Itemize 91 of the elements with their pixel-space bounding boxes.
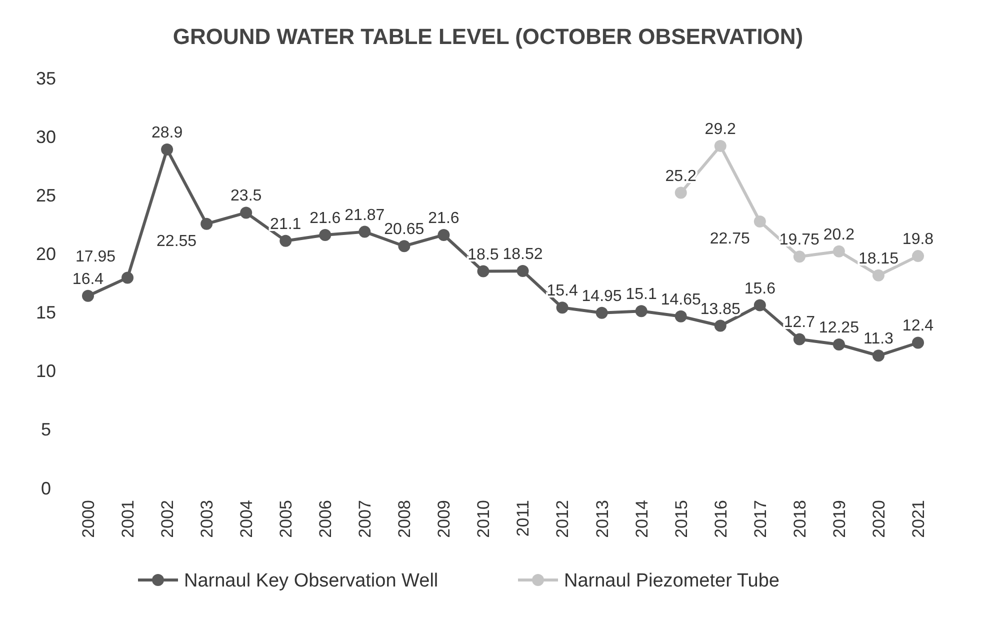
legend-label: Narnaul Piezometer Tube <box>564 570 780 592</box>
point <box>161 143 174 156</box>
x-tick-label: 2020 <box>869 500 888 538</box>
x-tick-label: 2004 <box>237 500 256 538</box>
x-tick-label: 2001 <box>118 500 138 538</box>
x-tick-label: 2019 <box>830 500 849 538</box>
point <box>398 240 410 252</box>
point <box>82 290 94 302</box>
data-label: 23.5 <box>230 188 262 205</box>
data-label: 21.6 <box>428 210 460 227</box>
data-label: 28.9 <box>151 124 183 142</box>
point <box>754 216 766 228</box>
y-tick-label: 35 <box>36 68 56 88</box>
data-label: 18.5 <box>468 246 499 264</box>
point <box>754 299 766 312</box>
point <box>674 310 687 322</box>
point <box>280 234 292 247</box>
x-tick-label: 2000 <box>78 500 98 538</box>
point <box>793 250 806 263</box>
x-tick-label: 2021 <box>908 500 928 538</box>
y-tick-label: 10 <box>36 361 56 382</box>
point <box>438 228 450 241</box>
data-label: 18.15 <box>858 250 899 268</box>
data-label: 25.2 <box>665 168 697 185</box>
data-label: 13.85 <box>700 300 740 318</box>
point <box>872 269 884 282</box>
point <box>556 302 568 314</box>
y-tick-label: 0 <box>40 478 52 498</box>
data-label: 16.4 <box>72 270 104 288</box>
point <box>912 250 924 262</box>
data-label: 15.6 <box>744 280 776 298</box>
data-label: 12.25 <box>818 320 860 336</box>
data-label: 21.6 <box>310 210 341 227</box>
x-tick-label: 2002 <box>158 500 177 538</box>
point <box>872 350 884 362</box>
x-tick-label: 2012 <box>553 500 572 538</box>
point <box>200 218 213 230</box>
point <box>635 305 648 318</box>
y-tick-label: 5 <box>40 420 52 440</box>
data-label: 22.75 <box>710 230 750 248</box>
data-label: 12.4 <box>902 318 934 335</box>
data-label: 21.1 <box>270 216 302 233</box>
point <box>122 272 134 284</box>
point <box>477 265 490 278</box>
data-label: 15.4 <box>546 282 578 300</box>
point <box>793 333 806 346</box>
data-label: 14.95 <box>582 288 622 305</box>
data-label: 21.87 <box>344 206 385 224</box>
y-tick-label: 25 <box>36 185 56 206</box>
point <box>319 228 332 241</box>
y-tick-label: 15 <box>36 302 56 323</box>
x-tick-label: 2005 <box>276 500 296 538</box>
point <box>240 206 252 219</box>
x-tick-label: 2007 <box>356 500 375 538</box>
data-label: 19.8 <box>902 231 934 248</box>
x-tick-label: 2014 <box>632 500 652 538</box>
point <box>358 226 371 238</box>
data-label: 11.3 <box>864 330 894 348</box>
point <box>832 338 845 350</box>
point <box>714 320 726 332</box>
data-label: 20.65 <box>384 221 424 238</box>
data-label: 22.55 <box>156 232 197 250</box>
point <box>912 336 924 349</box>
x-tick-label: 2006 <box>316 500 336 538</box>
point <box>832 245 845 258</box>
data-label: 18.52 <box>502 246 543 264</box>
point <box>674 186 687 199</box>
data-label: 17.95 <box>75 248 116 266</box>
point <box>596 306 608 319</box>
x-tick-label: 2003 <box>198 500 217 538</box>
x-tick-label: 2016 <box>711 500 730 538</box>
x-tick-label: 2010 <box>474 500 494 538</box>
y-tick-label: 30 <box>36 126 56 147</box>
point <box>516 265 529 278</box>
chart-title: GROUND WATER TABLE LEVEL (OCTOBER OBSERVATION) <box>172 24 804 49</box>
data-label: 15.1 <box>626 286 658 304</box>
x-tick-label: 2017 <box>750 500 770 538</box>
x-tick-label: 2018 <box>790 500 810 538</box>
y-tick-label: 20 <box>36 244 56 264</box>
data-label: 20.2 <box>823 226 855 244</box>
point <box>714 140 726 152</box>
x-tick-label: 2011 <box>514 500 533 537</box>
data-label: 14.65 <box>660 291 701 308</box>
x-tick-label: 2008 <box>395 500 414 538</box>
data-label: 29.2 <box>704 120 736 138</box>
legend-label: Narnaul Key Observation Well <box>184 570 438 592</box>
x-tick-label: 2015 <box>672 500 691 538</box>
x-tick-label: 2009 <box>434 500 454 538</box>
data-label: 12.7 <box>784 314 816 332</box>
x-tick-label: 2013 <box>592 500 612 538</box>
data-label: 19.75 <box>779 232 820 249</box>
